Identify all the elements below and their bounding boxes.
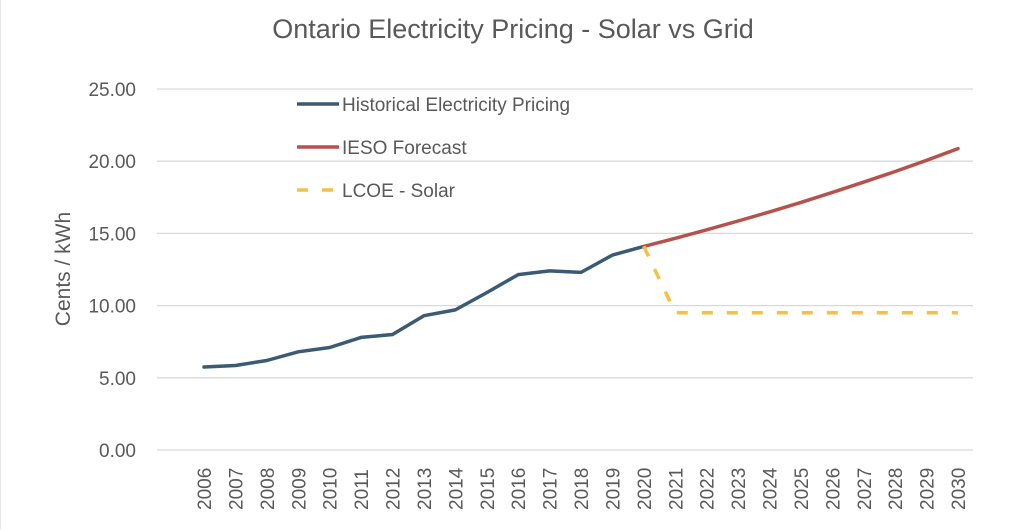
x-tick-label: 2014 (446, 467, 467, 510)
legend-item: IESO Forecast (297, 138, 467, 159)
y-tick-label: 20.00 (88, 152, 136, 173)
gridlines (157, 88, 973, 451)
legend: Historical Electricity Pricing IESO Forec… (297, 95, 570, 202)
legend-item: LCOE - Solar (297, 181, 456, 202)
x-tick-label: 2009 (289, 468, 310, 510)
y-axis-ticks: 0.00 5.00 10.00 15.00 20.00 25.00 (88, 80, 136, 462)
x-tick-label: 2023 (729, 468, 750, 510)
y-tick-label: 0.00 (99, 441, 136, 462)
legend-label: IESO Forecast (342, 138, 467, 159)
x-tick-label: 2007 (226, 468, 247, 510)
x-tick-label: 2021 (666, 468, 687, 510)
x-axis-ticks: 2006 2007 2008 2009 2010 2011 2012 2013 2014 2015… (195, 467, 970, 510)
y-tick-label: 15.00 (88, 224, 136, 245)
x-tick-label: 2018 (572, 468, 593, 510)
x-tick-label: 2022 (698, 468, 719, 510)
x-tick-label: 2012 (384, 468, 405, 510)
legend-item: Historical Electricity Pricing (297, 95, 570, 116)
series-line-ieso-forecast (642, 146, 960, 249)
x-tick-label: 2008 (258, 468, 279, 510)
chart-title: Ontario Electricity Pricing - Solar vs G… (272, 14, 754, 44)
legend-label: LCOE - Solar (342, 181, 456, 202)
x-tick-label: 2010 (321, 468, 342, 510)
x-tick-label: 2006 (195, 468, 216, 510)
x-tick-label: 2013 (415, 468, 436, 510)
x-tick-label: 2017 (541, 468, 562, 510)
x-tick-label: 2020 (635, 468, 656, 510)
x-tick-label: 2016 (509, 468, 530, 510)
y-axis-label: Cents / kWh (52, 212, 75, 326)
legend-label: Historical Electricity Pricing (342, 95, 570, 116)
x-tick-label: 2026 (823, 468, 844, 510)
x-tick-label: 2028 (886, 468, 907, 510)
x-tick-label: 2027 (855, 468, 876, 510)
series-line-lcoe-solar (642, 245, 958, 315)
x-tick-label: 2011 (352, 469, 373, 510)
y-tick-label: 25.00 (88, 80, 136, 101)
x-tick-label: 2024 (761, 467, 782, 510)
y-tick-label: 5.00 (99, 369, 136, 390)
x-tick-label: 2015 (478, 468, 499, 510)
x-tick-label: 2029 (918, 468, 939, 510)
x-tick-label: 2019 (603, 468, 624, 510)
series-group (202, 146, 960, 369)
series-line-historical-electricity-pricing (202, 244, 646, 369)
x-tick-label: 2025 (792, 468, 813, 510)
y-tick-label: 10.00 (88, 297, 136, 318)
x-tick-label: 2030 (949, 468, 970, 510)
